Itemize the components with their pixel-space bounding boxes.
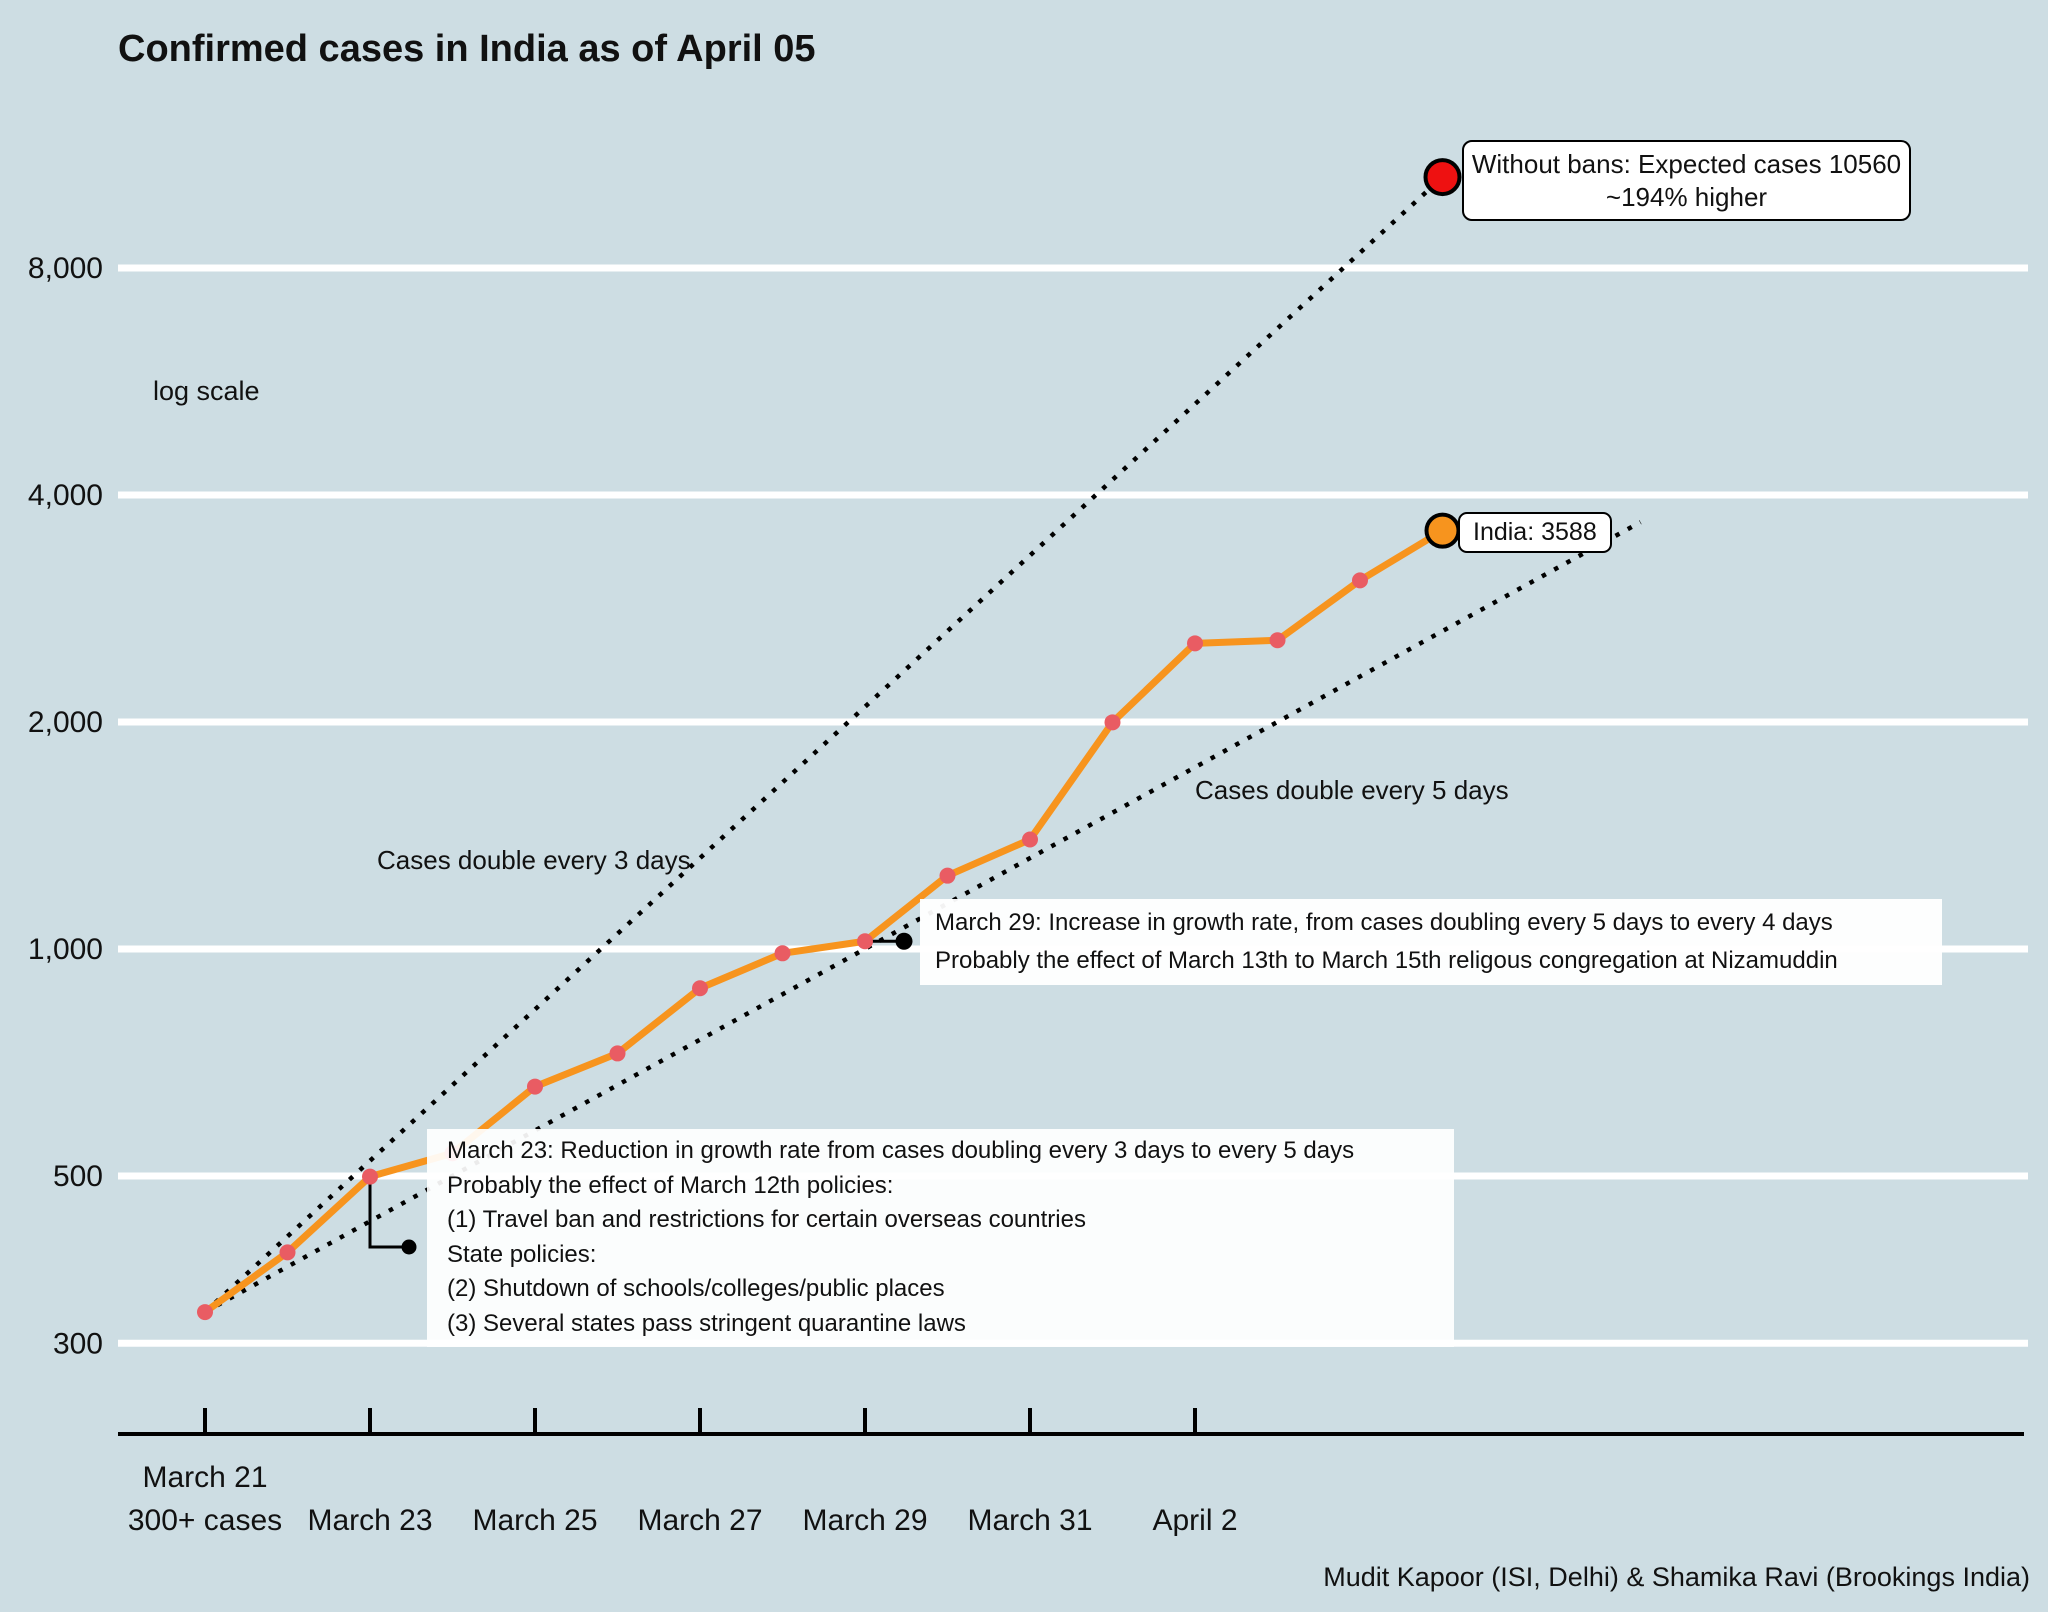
y-tick-label-8000: 8,000 [28,252,103,285]
data-point-march-22 [279,1244,296,1261]
march29-connector-dot [895,932,913,950]
data-point-march-23 [362,1168,378,1185]
x-tick-label-10: March 31 [967,1504,1092,1537]
attribution: Mudit Kapoor (ISI, Delhi) & Shamika Ravi… [1323,1562,2030,1592]
x-tick-label-0: March 21 [142,1461,267,1494]
data-point-march-29 [857,933,873,950]
data-point-april-1 [1104,714,1121,731]
without-bans-callout: Without bans: Expected cases 10560 ~194%… [1462,140,1911,221]
x-tick-label-6: March 27 [637,1504,762,1537]
data-point-march-27 [692,980,708,997]
y-tick-label-300: 300 [53,1327,103,1360]
india-value-callout: India: 3588 [1458,512,1612,553]
data-point-april-4 [1352,572,1368,589]
india-current-dot [1424,512,1461,549]
chart-title: Confirmed cases in India as of April 05 [118,28,816,70]
march23-connector [368,1179,402,1249]
y-tick-label-2000: 2,000 [28,706,103,739]
data-point-march-28 [774,945,791,962]
x-tick-label-8: March 29 [802,1504,927,1537]
x-tick-label-2: March 23 [307,1504,432,1537]
march23-annotation: March 23: Reduction in growth rate from … [427,1129,1454,1347]
march23-line2: Probably the effect of March 12th polici… [447,1171,894,1199]
march23-line4: State policies: [447,1240,597,1268]
without-bans-line2: ~194% higher [1605,181,1768,212]
data-point-march-26 [609,1045,626,1062]
march23-line6: (3) Several states pass stringent quaran… [447,1309,966,1337]
x-tick-label-4: March 25 [472,1504,597,1537]
x-tick-sublabel-0: 300+ cases [128,1504,282,1537]
data-point-april-2 [1187,635,1203,652]
double-every-5-days-label: Cases double every 5 days [1195,775,1509,805]
without-bans-line1: Without bans: Expected cases 10560 [1471,148,1902,179]
data-point-march-25 [527,1078,543,1095]
march29-line1: March 29: Increase in growth rate, from … [935,909,1833,936]
data-point-march-30 [939,867,956,884]
march29-annotation: March 29: Increase in growth rate, from … [920,899,1942,985]
y-tick-label-4000: 4,000 [28,479,103,512]
march23-line3: (1) Travel ban and restrictions for cert… [447,1206,1086,1233]
without-bans-projection-dot [1423,158,1462,197]
y-tick-label-500: 500 [53,1160,103,1193]
march23-connector-dot [401,1239,417,1255]
march23-line1: March 23: Reduction in growth rate from … [447,1137,1355,1164]
march23-line5: (2) Shutdown of schools/colleges/public … [447,1275,945,1302]
data-point-march-21 [197,1304,213,1321]
data-point-april-3 [1269,632,1286,649]
y-tick-label-1000: 1,000 [28,933,103,966]
march29-line2: Probably the effect of March 13th to Mar… [935,947,1838,974]
india-series-line [201,527,1446,1316]
double-every-3-days-label: Cases double every 3 days [377,845,691,875]
log-scale-note: log scale [153,376,260,406]
x-tick-label-12: April 2 [1152,1504,1237,1537]
data-point-march-31 [1022,831,1038,848]
